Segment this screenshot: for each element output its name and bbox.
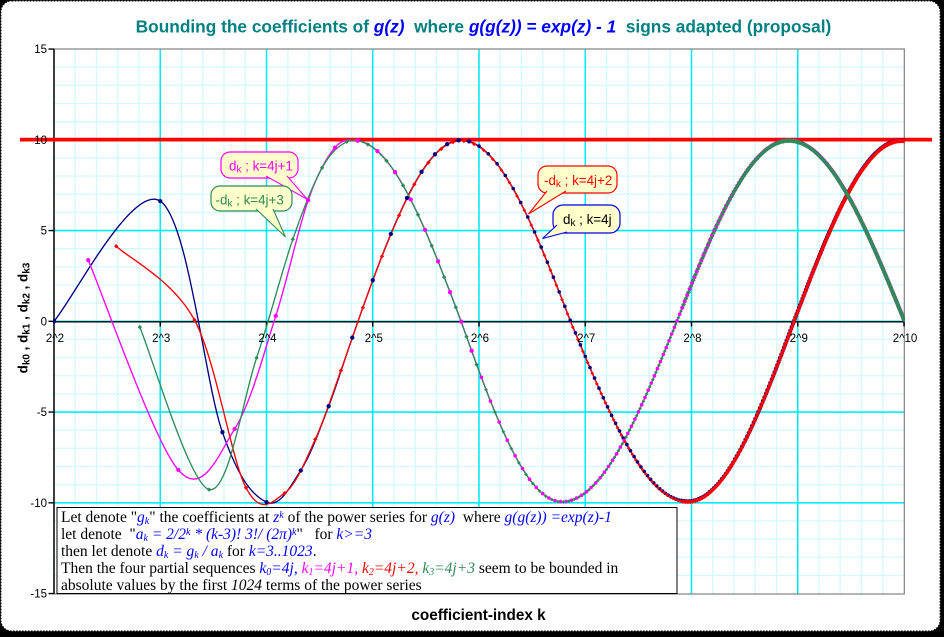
svg-text:10: 10	[34, 135, 47, 147]
svg-text:2^6: 2^6	[471, 333, 489, 345]
svg-text:2^9: 2^9	[790, 333, 808, 345]
svg-text:0: 0	[41, 316, 47, 328]
svg-text:2^2: 2^2	[46, 333, 64, 345]
svg-text:coefficient-index k: coefficient-index k	[411, 607, 546, 624]
svg-text:2^4: 2^4	[258, 333, 277, 345]
svg-text:dk ; k=4j: dk ; k=4j	[563, 212, 612, 229]
svg-text:-dk ; k=4j+3: -dk ; k=4j+3	[216, 193, 284, 210]
svg-text:-dk ; k=4j+2: -dk ; k=4j+2	[544, 173, 612, 190]
svg-text:dk ; k=4j+1: dk ; k=4j+1	[229, 159, 293, 176]
svg-text:2^8: 2^8	[683, 333, 701, 345]
svg-text:Bounding the coefficients of g: Bounding the coefficients of g(z) where …	[136, 17, 832, 37]
svg-text:2^7: 2^7	[577, 333, 595, 345]
svg-text:2^3: 2^3	[152, 333, 170, 345]
svg-text:let denote "ak = 2/2k * (k-3): let denote "ak = 2/2k * (k-3)! 3!/ (2π)k…	[61, 526, 372, 544]
svg-text:Let denote "gk" the coefficien: Let denote "gk" the coefficients at zk o…	[61, 509, 612, 527]
svg-text:2^5: 2^5	[365, 333, 383, 345]
svg-text:15: 15	[34, 44, 47, 56]
svg-text:2^10: 2^10	[893, 333, 918, 345]
svg-text:-10: -10	[30, 498, 47, 510]
svg-text:then let denote dk = gk / ak f: then let denote dk = gk / ak for k=3..10…	[61, 543, 317, 561]
svg-text:absolute values by the first 1: absolute values by the first 1024 terms …	[61, 577, 422, 594]
svg-text:-15: -15	[30, 589, 47, 601]
svg-text:Then the four partial sequence: Then the four partial sequences k0=4j, k…	[61, 560, 619, 578]
svg-text:dk0 , dk1 , dk2 , dk3: dk0 , dk1 , dk2 , dk3	[16, 262, 33, 373]
svg-text:5: 5	[41, 226, 47, 238]
svg-text:-5: -5	[37, 407, 47, 419]
